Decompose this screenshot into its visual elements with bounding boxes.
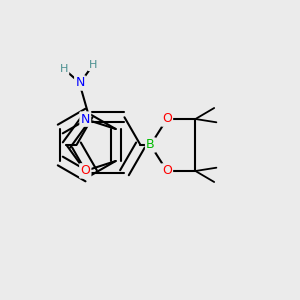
Text: O: O	[162, 112, 172, 125]
Text: H: H	[60, 64, 68, 74]
Text: N: N	[81, 112, 90, 126]
Text: O: O	[80, 164, 90, 177]
Text: N: N	[75, 76, 85, 89]
Text: H: H	[89, 60, 97, 70]
Text: B: B	[146, 139, 155, 152]
Text: O: O	[162, 164, 172, 178]
